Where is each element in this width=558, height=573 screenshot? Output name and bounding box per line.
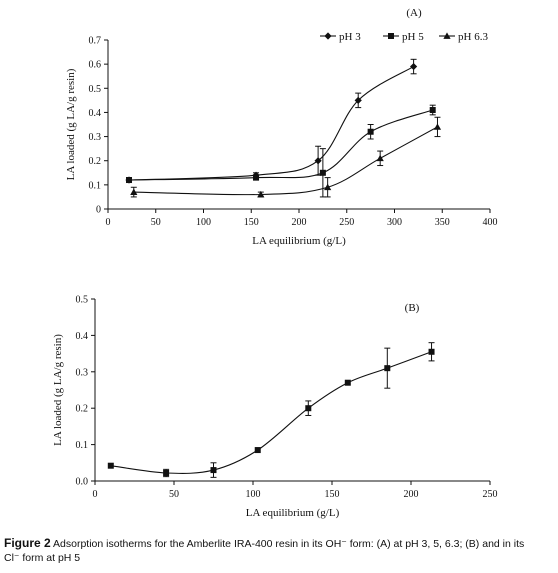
panel-a-data-point — [367, 128, 374, 135]
panel-b-y-tick-label: 0.0 — [76, 477, 89, 488]
panel-b-data-point — [305, 405, 312, 412]
panel-a-data-point — [314, 157, 322, 165]
panel-b-data-point — [210, 467, 217, 474]
panel-b-chart: 0.0 0.1 0.2 0.3 0.4 0.5 0 50 100 150 200 250 LA equi… — [52, 295, 498, 520]
caption-text-line1: Adsorption isotherms for the Amberlite I… — [50, 538, 525, 550]
panel-b-x-tick-label: 0 — [93, 489, 98, 500]
panel-b-x-axis-title: LA equilibrium (g/L) — [246, 507, 340, 519]
panel-a-data-point — [354, 96, 362, 104]
panel-a-legend-label: pH 5 — [402, 31, 424, 43]
panel-a-series-2 — [126, 104, 436, 198]
panel-a-legend-item: pH 6.3 — [439, 31, 488, 43]
panel-a-data-point — [324, 183, 332, 191]
figure-caption: Figure 2 Adsorption isotherms for the Am… — [4, 536, 554, 565]
panel-a-data-point — [429, 107, 436, 114]
figure-canvas: 0 0.1 0.2 0.3 0.4 0.5 0.6 0.7 0 50 100 150 200 250 300… — [52, 7, 498, 520]
panel-a-legend-item: pH 3 — [320, 31, 361, 43]
panel-b-x-tick-label: 250 — [483, 489, 498, 500]
panel-a-data-point — [319, 169, 326, 176]
panel-a-legend-label: pH 6.3 — [458, 31, 488, 43]
panel-b-data-point — [344, 379, 351, 386]
panel-b-data-point — [163, 469, 170, 476]
panel-a-x-tick-label: 0 — [106, 217, 111, 228]
panel-a-x-tick-label: 150 — [244, 217, 259, 228]
panel-a-chart: 0 0.1 0.2 0.3 0.4 0.5 0.6 0.7 0 50 100 150 200 250 300… — [65, 7, 498, 247]
panel-b-y-tick-label: 0.3 — [76, 367, 89, 378]
panel-a-y-tick-label: 0.7 — [89, 36, 102, 47]
caption-label: Figure 2 — [4, 536, 51, 550]
panel-a-y-tick-label: 0.3 — [89, 132, 102, 143]
panel-b-y-tick-label: 0.4 — [76, 331, 89, 342]
panel-a-y-tick-label: 0.6 — [89, 60, 102, 71]
panel-b-data-point — [107, 462, 114, 469]
panel-a-series-1 — [125, 58, 418, 184]
panel-a-legend-label: pH 3 — [339, 31, 361, 43]
panel-a-series-line — [128, 66, 414, 181]
caption-text-line2: Cl⁻ form at pH 5 — [4, 552, 81, 564]
panel-b-y-tick-label: 0.1 — [76, 440, 89, 451]
panel-a-x-tick-label: 400 — [483, 217, 498, 228]
panel-b-y-axis-title: LA loaded (g LA/g resin) — [52, 334, 64, 446]
panel-a-x-tick-label: 250 — [339, 217, 354, 228]
panel-a-legend-item: pH 5 — [383, 31, 424, 43]
panel-a-data-point — [433, 123, 442, 130]
panel-a-legend-marker — [388, 33, 394, 39]
panel-a-data-point — [257, 190, 265, 198]
panel-a-legend: pH 3 pH 5 pH 6.3 — [320, 31, 488, 43]
panel-a-x-tick-label: 350 — [435, 217, 450, 228]
panel-a-y-tick-label: 0.4 — [89, 108, 102, 119]
panel-b-x-tick-label: 150 — [325, 489, 340, 500]
panel-b-series-line — [110, 351, 432, 474]
panel-a-data-point — [410, 62, 418, 71]
panel-a-y-tick-label: 0.2 — [89, 156, 102, 167]
panel-a-y-axis-title: LA loaded (g LA/g resin) — [65, 68, 77, 180]
panel-b-data-point — [254, 447, 261, 454]
panel-a-x-tick-label: 200 — [292, 217, 307, 228]
panel-a-y-tick-label: 0 — [96, 205, 101, 216]
panel-b-data-point — [384, 365, 391, 372]
panel-a-series-line — [128, 109, 433, 181]
panel-a-y-tick-label: 0.1 — [89, 180, 102, 191]
panel-a-x-axis-title: LA equilibrium (g/L) — [252, 235, 346, 247]
panel-b-y-tick-label: 0.2 — [76, 404, 89, 415]
panel-b-x-tick-label: 200 — [404, 489, 419, 500]
panel-b-panel-label: (B) — [405, 302, 420, 314]
panel-a-data-point — [376, 154, 384, 162]
panel-b-series-1 — [107, 342, 435, 478]
panel-a-data-point — [130, 188, 138, 195]
panel-a-series-3 — [130, 116, 442, 198]
panel-a-legend-marker — [324, 32, 332, 40]
panel-b-data-point — [428, 348, 435, 355]
panel-a-panel-label: (A) — [406, 7, 422, 19]
panel-a-series-line — [133, 126, 438, 196]
panel-b-x-tick-label: 50 — [169, 489, 179, 500]
panel-a-x-tick-label: 300 — [387, 217, 402, 228]
panel-a-data-point — [253, 174, 260, 181]
panel-a-legend-marker — [443, 32, 451, 39]
panel-a-x-tick-label: 100 — [196, 217, 211, 228]
panel-b-y-tick-label: 0.5 — [76, 295, 89, 306]
panel-a-x-tick-label: 50 — [151, 217, 161, 228]
panel-b-x-tick-label: 100 — [246, 489, 261, 500]
panel-a-y-tick-label: 0.5 — [89, 84, 102, 95]
panel-a-data-point — [126, 177, 133, 184]
